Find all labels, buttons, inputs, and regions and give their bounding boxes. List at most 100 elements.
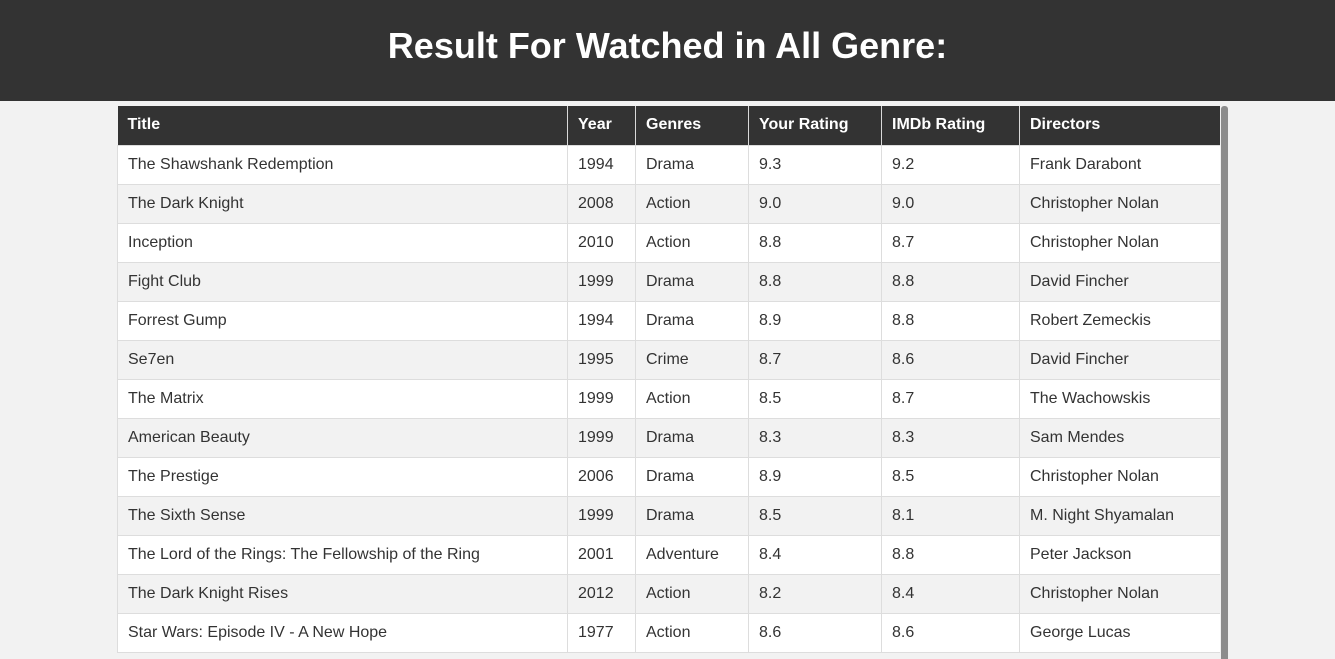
your-rating-cell: 8.8	[748, 261, 882, 302]
imdb-rating-cell: 9.0	[881, 183, 1020, 224]
table-row[interactable]: The Sixth Sense 1999 Drama 8.5 8.1 M. Night S…	[117, 495, 1221, 536]
year-cell: 2008	[567, 183, 636, 224]
title-cell: Fight Club	[117, 261, 568, 302]
director-cell: Christopher Nolan	[1019, 456, 1221, 497]
your-rating-cell: 8.5	[748, 495, 882, 536]
genre-cell: Drama	[635, 261, 749, 302]
title-cell: American Beauty	[117, 417, 568, 458]
your-rating-cell: 8.9	[748, 456, 882, 497]
your-rating-cell: 9.0	[748, 183, 882, 224]
imdb-rating-cell: 8.8	[881, 534, 1020, 575]
table-body: The Shawshank Redemption 1994 Drama 9.3 9.2 F…	[117, 144, 1221, 653]
genre-cell: Action	[635, 612, 749, 653]
director-cell: Christopher Nolan	[1019, 183, 1221, 224]
table-row[interactable]: The Dark Knight 2008 Action 9.0 9.0 Christoph…	[117, 183, 1221, 224]
imdb-rating-cell: 8.1	[881, 495, 1020, 536]
title-cell: Inception	[117, 222, 568, 263]
genre-cell: Action	[635, 378, 749, 419]
column-header-year[interactable]: Year	[567, 106, 636, 145]
your-rating-cell: 8.8	[748, 222, 882, 263]
title-cell: The Prestige	[117, 456, 568, 497]
column-header-your-rating[interactable]: Your Rating	[748, 106, 882, 145]
page-title: Result For Watched in All Genre:	[387, 25, 948, 66]
year-cell: 2012	[567, 573, 636, 614]
genre-cell: Action	[635, 183, 749, 224]
your-rating-cell: 9.3	[748, 144, 882, 185]
genre-cell: Drama	[635, 495, 749, 536]
table-row[interactable]: Fight Club 1999 Drama 8.8 8.8 David Fincher	[117, 261, 1221, 302]
genre-cell: Drama	[635, 300, 749, 341]
year-cell: 1999	[567, 378, 636, 419]
year-cell: 1999	[567, 495, 636, 536]
column-header-title[interactable]: Title	[117, 106, 568, 145]
year-cell: 2006	[567, 456, 636, 497]
director-cell: Sam Mendes	[1019, 417, 1221, 458]
table-row[interactable]: American Beauty 1999 Drama 8.3 8.3 Sam Mendes	[117, 417, 1221, 458]
table-header-row: Title Year Genres Your Rating IMDb Ratin…	[117, 106, 1221, 145]
imdb-rating-cell: 8.8	[881, 300, 1020, 341]
director-cell: Frank Darabont	[1019, 144, 1221, 185]
title-cell: Forrest Gump	[117, 300, 568, 341]
your-rating-cell: 8.6	[748, 612, 882, 653]
column-header-imdb-rating[interactable]: IMDb Rating	[881, 106, 1020, 145]
title-cell: The Dark Knight	[117, 183, 568, 224]
imdb-rating-cell: 8.6	[881, 612, 1020, 653]
table-row[interactable]: Se7en 1995 Crime 8.7 8.6 David Fincher	[117, 339, 1221, 380]
director-cell: Christopher Nolan	[1019, 573, 1221, 614]
imdb-rating-cell: 8.7	[881, 222, 1020, 263]
imdb-rating-cell: 8.5	[881, 456, 1020, 497]
year-cell: 2001	[567, 534, 636, 575]
genre-cell: Action	[635, 222, 749, 263]
year-cell: 2010	[567, 222, 636, 263]
column-header-directors[interactable]: Directors	[1019, 106, 1221, 145]
table-row[interactable]: The Shawshank Redemption 1994 Drama 9.3 9.2 F…	[117, 144, 1221, 185]
year-cell: 1994	[567, 300, 636, 341]
year-cell: 1999	[567, 261, 636, 302]
page-header: Result For Watched in All Genre:	[0, 0, 1335, 101]
table-row[interactable]: The Matrix 1999 Action 8.5 8.7 The Wachowskis	[117, 378, 1221, 419]
results-table: Title Year Genres Your Rating IMDb Ratin…	[117, 106, 1221, 653]
column-header-genres[interactable]: Genres	[635, 106, 749, 145]
year-cell: 1977	[567, 612, 636, 653]
imdb-rating-cell: 8.3	[881, 417, 1020, 458]
your-rating-cell: 8.3	[748, 417, 882, 458]
imdb-rating-cell: 8.7	[881, 378, 1020, 419]
year-cell: 1994	[567, 144, 636, 185]
your-rating-cell: 8.7	[748, 339, 882, 380]
imdb-rating-cell: 8.8	[881, 261, 1020, 302]
vertical-scrollbar[interactable]	[1220, 106, 1229, 659]
your-rating-cell: 8.9	[748, 300, 882, 341]
table-row[interactable]: Forrest Gump 1994 Drama 8.9 8.8 Robert Zemeck…	[117, 300, 1221, 341]
results-table-container[interactable]: Title Year Genres Your Rating IMDb Ratin…	[117, 106, 1229, 659]
table-row[interactable]: The Prestige 2006 Drama 8.9 8.5 Christopher N…	[117, 456, 1221, 497]
director-cell: M. Night Shyamalan	[1019, 495, 1221, 536]
imdb-rating-cell: 8.4	[881, 573, 1020, 614]
table-row[interactable]: The Dark Knight Rises 2012 Action 8.2 8.4 Chr…	[117, 573, 1221, 614]
director-cell: George Lucas	[1019, 612, 1221, 653]
director-cell: Robert Zemeckis	[1019, 300, 1221, 341]
title-cell: The Dark Knight Rises	[117, 573, 568, 614]
year-cell: 1995	[567, 339, 636, 380]
year-cell: 1999	[567, 417, 636, 458]
director-cell: Peter Jackson	[1019, 534, 1221, 575]
table-row[interactable]: The Lord of the Rings: The Fellowship of…	[117, 534, 1221, 575]
director-cell: David Fincher	[1019, 261, 1221, 302]
genre-cell: Drama	[635, 144, 749, 185]
director-cell: Christopher Nolan	[1019, 222, 1221, 263]
title-cell: Star Wars: Episode IV - A New Hope	[117, 612, 568, 653]
genre-cell: Drama	[635, 417, 749, 458]
genre-cell: Action	[635, 573, 749, 614]
scrollbar-thumb[interactable]	[1221, 106, 1228, 659]
your-rating-cell: 8.5	[748, 378, 882, 419]
table-row[interactable]: Star Wars: Episode IV - A New Hope 1977 Ac…	[117, 612, 1221, 653]
your-rating-cell: 8.4	[748, 534, 882, 575]
director-cell: David Fincher	[1019, 339, 1221, 380]
table-row[interactable]: Inception 2010 Action 8.8 8.7 Christopher Nol…	[117, 222, 1221, 263]
title-cell: The Lord of the Rings: The Fellowship of…	[117, 534, 568, 575]
title-cell: The Matrix	[117, 378, 568, 419]
imdb-rating-cell: 9.2	[881, 144, 1020, 185]
imdb-rating-cell: 8.6	[881, 339, 1020, 380]
genre-cell: Adventure	[635, 534, 749, 575]
director-cell: The Wachowskis	[1019, 378, 1221, 419]
title-cell: The Shawshank Redemption	[117, 144, 568, 185]
